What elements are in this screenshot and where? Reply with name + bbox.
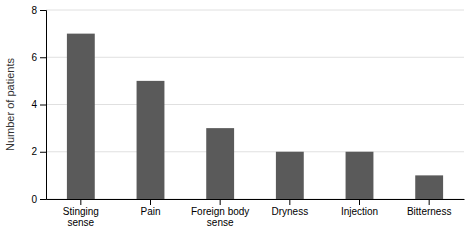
bar [346, 152, 374, 199]
y-tick-label: 6 [31, 52, 37, 63]
y-tick-mark [40, 57, 46, 58]
y-tick-label: 2 [31, 146, 37, 157]
x-axis: StingingsensePainForeign bodysenseDrynes… [47, 199, 465, 228]
x-tick-label: Stingingsense [63, 206, 99, 228]
y-tick-label: 8 [31, 5, 37, 16]
y-tick: 8 [31, 5, 46, 16]
x-tick: Stingingsense [63, 199, 99, 228]
y-tick-mark [40, 152, 46, 153]
x-tick-label-line: Stinging [63, 206, 99, 217]
bar [67, 34, 95, 199]
bars [67, 34, 443, 199]
x-tick-label: Injection [341, 206, 378, 217]
x-tick-label: Foreign bodysense [191, 206, 249, 228]
grid [46, 10, 464, 199]
bar [415, 175, 443, 199]
x-tick-label-line: Bitterness [407, 206, 451, 217]
x-tick-label-line: sense [67, 217, 94, 228]
x-tick: Pain [140, 199, 160, 217]
bar [276, 152, 304, 199]
x-tick: Dryness [271, 199, 308, 217]
x-tick: Bitterness [407, 199, 451, 217]
bar [206, 128, 234, 199]
y-axis: 0 2 4 6 8 [31, 5, 46, 205]
x-tick-mark [150, 199, 151, 205]
bar [137, 81, 165, 199]
grid-line [46, 10, 464, 11]
x-axis-line [47, 199, 465, 200]
y-tick-mark [40, 105, 46, 106]
x-tick-mark [429, 199, 430, 205]
y-tick-mark [40, 10, 46, 11]
x-tick-label: Pain [140, 206, 160, 217]
y-tick-label: 0 [31, 194, 37, 205]
y-tick: 0 [31, 194, 46, 205]
chart: StingingsensePainForeign bodysenseDrynes… [0, 0, 474, 233]
grid-line [46, 151, 464, 152]
x-tick: Foreign bodysense [191, 199, 249, 228]
x-tick-mark [80, 199, 81, 205]
x-tick: Injection [341, 199, 378, 217]
x-tick-label-line: Dryness [271, 206, 308, 217]
x-tick-label-line: sense [207, 217, 234, 228]
y-axis-line [40, 11, 47, 200]
y-axis-title: Number of patients [4, 58, 16, 151]
x-tick-mark [359, 199, 360, 205]
x-tick-label-line: Foreign body [191, 206, 249, 217]
y-tick-label: 4 [31, 99, 37, 110]
x-tick-mark [220, 199, 221, 205]
grid-line [46, 104, 464, 105]
x-tick-label: Bitterness [407, 206, 451, 217]
grid-line [46, 199, 464, 200]
x-tick-mark [289, 199, 290, 205]
x-tick-label-line: Injection [341, 206, 378, 217]
plot-area: StingingsensePainForeign bodysenseDrynes… [4, 5, 465, 228]
x-tick-label: Dryness [271, 206, 308, 217]
y-tick: 6 [31, 52, 46, 63]
y-tick: 4 [31, 99, 46, 110]
x-tick-label-line: Pain [140, 206, 160, 217]
y-tick: 2 [31, 146, 46, 157]
grid-line [46, 57, 464, 58]
y-tick-mark [40, 199, 46, 200]
